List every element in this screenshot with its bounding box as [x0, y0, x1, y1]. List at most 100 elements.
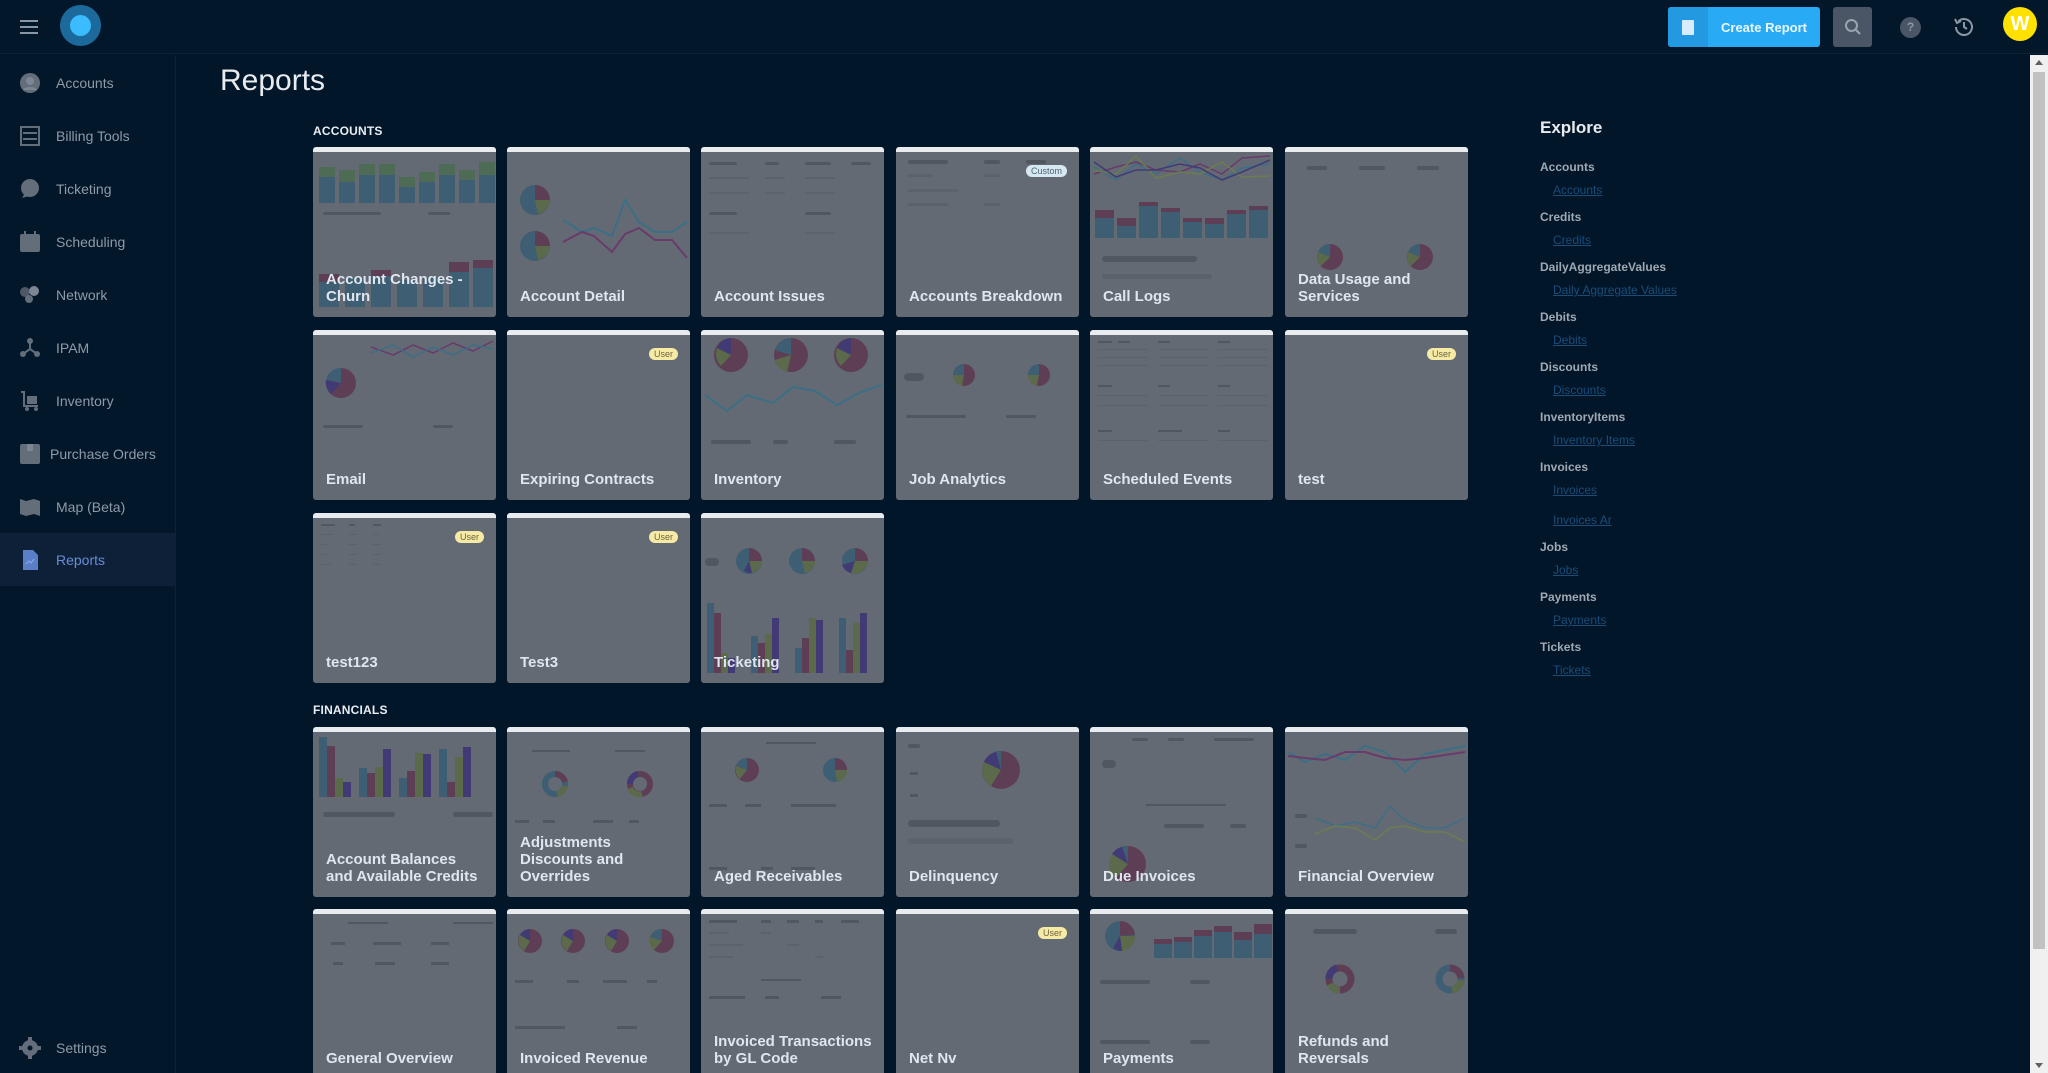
report-card[interactable]: User test — [1285, 330, 1468, 500]
explore-link[interactable]: Inventory Items — [1553, 433, 1636, 447]
report-card[interactable]: Delinquency — [896, 727, 1079, 897]
sidebar-item-label: Map (Beta) — [56, 498, 126, 515]
report-card[interactable]: Financial Overview — [1285, 727, 1468, 897]
hierarchy-icon — [19, 337, 41, 359]
report-card-title: test123 — [326, 654, 378, 671]
sidebar-item-label: Purchase Orders — [50, 445, 156, 462]
report-card[interactable]: Due Invoices — [1090, 727, 1273, 897]
history-button[interactable] — [1952, 15, 1976, 39]
report-card-title: Financial Overview — [1298, 868, 1434, 885]
sidebar-item-inventory[interactable]: Inventory — [0, 374, 176, 427]
donut-chart-thumbnail — [515, 750, 653, 823]
table-thumbnail — [709, 920, 859, 999]
explore-group-debits: Debits Debits — [1540, 310, 1840, 347]
report-card[interactable]: Call Logs — [1090, 147, 1273, 317]
sidebar-item-ticketing[interactable]: Ticketing — [0, 162, 176, 215]
explore-link[interactable]: Tickets — [1553, 663, 1591, 677]
report-card[interactable]: Aged Receivables — [701, 727, 884, 897]
sidebar-item-billing-tools[interactable]: Billing Tools — [0, 109, 176, 162]
line-chart-thumbnail — [1287, 744, 1466, 848]
sidebar-item-label: Settings — [56, 1039, 107, 1056]
report-card-title: Job Analytics — [909, 471, 1006, 488]
report-card[interactable]: Adjustments Discounts and Overrides — [507, 727, 690, 897]
user-avatar[interactable]: W — [2003, 7, 2037, 41]
explore-group-heading: InventoryItems — [1540, 410, 1626, 424]
search-button[interactable] — [1833, 7, 1872, 47]
explore-link[interactable]: Daily Aggregate Values — [1553, 283, 1677, 297]
sidebar-item-settings[interactable]: Settings — [0, 1021, 176, 1073]
report-card-title: Invoiced Transactions by GL Code — [714, 1033, 872, 1067]
calendar-icon — [19, 230, 41, 253]
explore-link[interactable]: Payments — [1553, 613, 1607, 627]
help-button[interactable]: ? — [1900, 17, 1921, 38]
report-card[interactable]: Account Changes - Churn — [313, 147, 496, 317]
explore-group-heading: Discounts — [1540, 360, 1599, 374]
sidebar-item-map[interactable]: Map (Beta) — [0, 480, 176, 533]
report-card[interactable]: Invoiced Revenue — [507, 909, 690, 1073]
sidebar-item-purchase-orders[interactable]: Purchase Orders — [0, 427, 176, 480]
explore-link[interactable]: Accounts — [1553, 183, 1603, 197]
line-chart-thumbnail — [520, 185, 688, 261]
sidebar-item-ipam[interactable]: IPAM — [0, 321, 176, 374]
report-card-title: Ticketing — [714, 654, 780, 671]
report-card[interactable]: Ticketing — [701, 513, 884, 683]
page-scrollbar[interactable] — [2030, 55, 2048, 1073]
explore-title: Explore — [1540, 118, 1603, 137]
report-file-icon — [1668, 7, 1708, 47]
scrollbar-thumb[interactable] — [2033, 72, 2045, 949]
sidebar-item-accounts[interactable]: Accounts — [0, 56, 176, 109]
report-card[interactable]: Account Issues — [701, 147, 884, 317]
explore-link[interactable]: Debits — [1553, 333, 1588, 347]
sidebar: Accounts Billing Tools Ticketing Schedul… — [0, 55, 176, 1073]
report-card[interactable]: Account Detail — [507, 147, 690, 317]
explore-link[interactable]: Discounts — [1553, 383, 1606, 397]
table-thumbnail — [1098, 341, 1268, 441]
pie-chart-thumbnail — [709, 742, 848, 870]
report-card-title: Scheduled Events — [1103, 471, 1233, 488]
gear-icon — [19, 1036, 41, 1059]
report-card[interactable]: User Expiring Contracts — [507, 330, 690, 500]
report-card[interactable]: User Net Nv — [896, 909, 1079, 1073]
sidebar-item-network[interactable]: Network — [0, 268, 176, 321]
pie-chart-thumbnail — [704, 338, 882, 444]
table-thumbnail — [908, 160, 1046, 206]
report-card[interactable]: Job Analytics — [896, 330, 1079, 500]
report-card[interactable]: General Overview — [313, 909, 496, 1073]
report-card[interactable]: User Test3 — [507, 513, 690, 683]
report-card-title: Account Balances and Available Credits — [326, 851, 478, 885]
report-card-title: Payments — [1103, 1050, 1174, 1067]
report-card-title: Email — [326, 471, 367, 488]
report-card-title: Delinquency — [909, 868, 999, 885]
pie-chart-thumbnail — [908, 744, 1020, 844]
sidebar-item-reports[interactable]: Reports — [0, 533, 176, 586]
explore-group-heading: Credits — [1540, 210, 1582, 224]
report-card-title: Aged Receivables — [714, 868, 843, 885]
scroll-up-arrow-icon[interactable] — [2035, 60, 2043, 65]
explore-link[interactable]: Credits — [1553, 233, 1592, 247]
explore-group-heading: Accounts — [1540, 160, 1595, 174]
report-card-title: Invoiced Revenue — [520, 1050, 648, 1067]
create-report-button[interactable]: Create Report — [1668, 7, 1820, 47]
custom-badge: Custom — [1025, 165, 1067, 177]
report-card[interactable]: Email — [313, 330, 496, 500]
explore-group-heading: Jobs — [1540, 540, 1569, 554]
report-card[interactable]: Custom Accounts Breakdown — [896, 147, 1079, 317]
report-card[interactable]: User test123 — [313, 513, 496, 683]
report-card[interactable]: Refunds and Reversals — [1285, 909, 1468, 1073]
report-card[interactable]: Account Balances and Available Credits — [313, 727, 496, 897]
report-card-title: Accounts Breakdown — [909, 288, 1063, 305]
sidebar-item-scheduling[interactable]: Scheduling — [0, 215, 176, 268]
explore-link[interactable]: Jobs — [1553, 563, 1579, 577]
report-card[interactable]: Inventory — [701, 330, 884, 500]
report-card[interactable]: Scheduled Events — [1090, 330, 1273, 500]
report-card[interactable]: Payments — [1090, 909, 1273, 1073]
explore-link[interactable]: Invoices Ar — [1553, 513, 1612, 527]
report-card[interactable]: Data Usage and Services — [1285, 147, 1468, 317]
app-logo[interactable] — [60, 5, 101, 46]
report-card[interactable]: Invoiced Transactions by GL Code — [701, 909, 884, 1073]
sidebar-item-label: Accounts — [56, 74, 114, 91]
sidebar-item-label: Billing Tools — [56, 127, 130, 144]
explore-link[interactable]: Invoices — [1553, 483, 1598, 497]
menu-toggle-icon[interactable] — [20, 20, 38, 34]
scroll-down-arrow-icon[interactable] — [2035, 1063, 2043, 1068]
